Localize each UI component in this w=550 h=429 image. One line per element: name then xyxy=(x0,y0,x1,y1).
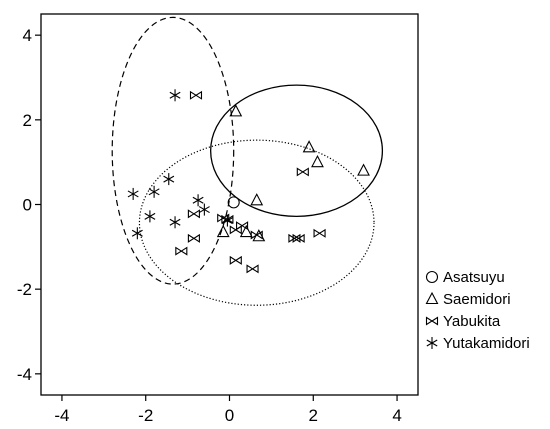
saemidori-point xyxy=(302,140,316,153)
yabukita-point xyxy=(229,225,242,235)
yabukita-point xyxy=(187,209,200,219)
yabukita-point xyxy=(288,233,301,243)
axes-layer: -4 -2 0 2 4 -4 -2 0 2 4 xyxy=(17,26,402,425)
yabukita-point xyxy=(246,264,259,274)
points-layer xyxy=(127,89,370,274)
yabukita-point xyxy=(189,90,203,100)
saemidori-point xyxy=(311,154,324,168)
legend-item-yabukita: Yabukita xyxy=(425,313,501,330)
legend-label: Asatsuyu xyxy=(443,269,505,286)
x-tick-label: 4 xyxy=(392,406,401,425)
yutakamidori-point xyxy=(169,216,181,229)
saemidori-point xyxy=(216,224,230,238)
y-tick-label: -2 xyxy=(17,280,32,299)
x-tick-label: 0 xyxy=(225,406,234,425)
yutakamidori-point xyxy=(127,187,139,200)
plot-frame xyxy=(40,13,419,396)
legend-marker-bowtie xyxy=(425,316,439,326)
y-tick-label: 4 xyxy=(23,26,32,45)
yabukita-point xyxy=(250,230,263,240)
legend-item-yutakamidori: Yutakamidori xyxy=(426,335,530,352)
yabukita-point xyxy=(296,167,309,177)
ellipse-dotted xyxy=(138,139,375,306)
yabukita-point xyxy=(292,233,305,243)
legend-marker-triangle xyxy=(425,291,439,305)
yutakamidori-point xyxy=(131,227,143,240)
yutakamidori-point xyxy=(163,173,175,186)
yutakamidori-point xyxy=(198,203,210,216)
yutakamidori-point xyxy=(169,89,181,102)
yabukita-point xyxy=(221,214,234,224)
yutakamidori-point xyxy=(144,210,156,223)
x-tick-label: -2 xyxy=(138,406,153,425)
yutakamidori-point xyxy=(148,185,160,198)
legend: Asatsuyu Saemidori Yabukita Yutakamidori xyxy=(425,269,530,352)
x-tick-label: -4 xyxy=(54,406,69,425)
legend-marker-circle xyxy=(425,270,439,284)
yabukita-point xyxy=(229,255,242,265)
saemidori-point xyxy=(229,104,243,117)
yabukita-point xyxy=(187,233,200,243)
ellipse-dashed xyxy=(111,16,235,285)
legend-item-saemidori: Saemidori xyxy=(425,291,511,308)
saemidori-point xyxy=(250,193,264,206)
legend-label: Yabukita xyxy=(443,313,501,330)
yabukita-point xyxy=(313,228,326,238)
saemidori-point xyxy=(357,163,370,176)
yabukita-point xyxy=(175,246,188,256)
legend-label: Saemidori xyxy=(443,291,511,308)
yutakamidori-point xyxy=(221,214,233,227)
ellipse-solid xyxy=(209,84,384,218)
y-tick-label: -4 xyxy=(17,365,32,384)
asatsuyu-point xyxy=(227,196,240,209)
saemidori-point xyxy=(239,224,253,238)
x-tick-label: 2 xyxy=(309,406,318,425)
yutakamidori-point xyxy=(192,194,204,207)
legend-item-asatsuyu: Asatsuyu xyxy=(425,269,505,286)
y-tick-label: 2 xyxy=(23,111,32,130)
ellipse-layer xyxy=(111,16,384,306)
legend-marker-star xyxy=(426,337,438,349)
y-tick-label: 0 xyxy=(23,196,32,215)
legend-label: Yutakamidori xyxy=(443,335,530,352)
